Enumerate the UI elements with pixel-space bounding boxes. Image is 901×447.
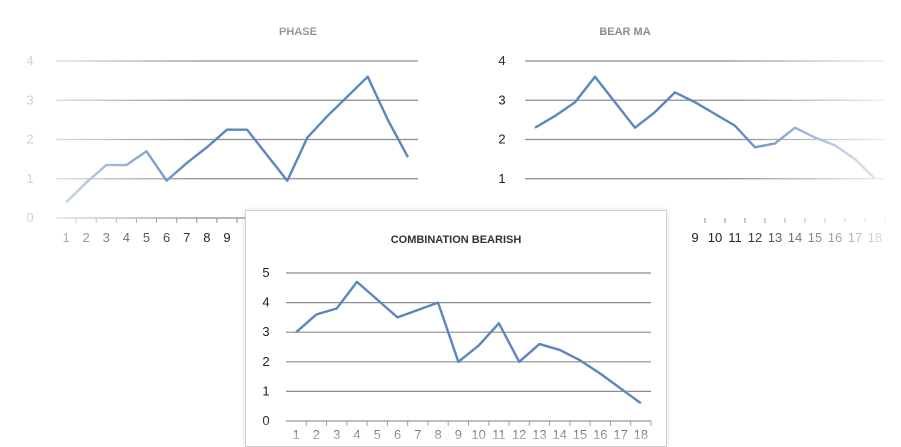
x-tick-label: 5	[374, 427, 381, 442]
x-tick-label: 17	[848, 230, 862, 245]
x-tick-label: 9	[691, 230, 698, 245]
x-tick-label: 9	[455, 427, 462, 442]
x-tick-label: 11	[492, 427, 506, 442]
chart-title: BEAR MA	[599, 26, 650, 38]
x-tick-label: 8	[203, 230, 210, 245]
y-tick-label: 4	[26, 53, 33, 68]
y-tick-label: 0	[262, 413, 269, 428]
y-tick-label: 1	[262, 383, 269, 398]
x-tick-label: 16	[828, 230, 842, 245]
y-tick-label: 3	[498, 92, 505, 107]
x-tick-label: 4	[123, 230, 130, 245]
y-tick-label: 2	[26, 132, 33, 147]
x-tick-label: 12	[512, 427, 526, 442]
x-tick-label: 8	[434, 427, 441, 442]
x-tick-label: 11	[728, 230, 742, 245]
x-tick-label: 6	[163, 230, 170, 245]
x-tick-label: 14	[788, 230, 802, 245]
x-tick-label: 7	[183, 230, 190, 245]
y-tick-label: 2	[498, 132, 505, 147]
x-tick-label: 18	[634, 427, 648, 442]
x-tick-label: 5	[143, 230, 150, 245]
x-tick-label: 17	[613, 427, 627, 442]
y-tick-label: 1	[498, 171, 505, 186]
chart-title: COMBINATION BEARISH	[391, 234, 522, 246]
x-tick-label: 10	[708, 230, 722, 245]
x-tick-label: 1	[62, 230, 69, 245]
x-tick-label: 1	[293, 427, 300, 442]
y-tick-label: 4	[498, 53, 505, 68]
x-tick-label: 9	[223, 230, 230, 245]
x-tick-label: 3	[103, 230, 110, 245]
x-tick-label: 15	[573, 427, 587, 442]
y-tick-label: 5	[262, 265, 269, 280]
series-line	[534, 75, 876, 180]
x-tick-label: 14	[553, 427, 567, 442]
x-tick-label: 15	[808, 230, 822, 245]
x-tick-label: 16	[593, 427, 607, 442]
y-tick-label: 3	[262, 324, 269, 339]
y-tick-label: 4	[262, 295, 269, 310]
y-tick-label: 0	[26, 210, 33, 225]
x-tick-label: 13	[768, 230, 782, 245]
y-tick-label: 1	[26, 171, 33, 186]
x-tick-label: 12	[748, 230, 762, 245]
x-tick-label: 6	[394, 427, 401, 442]
x-tick-label: 3	[333, 427, 340, 442]
x-tick-label: 18	[868, 230, 882, 245]
chart-panel-combination-bearish: COMBINATION BEARISH 0 1 2 3 4 5 1 2 3 4 5 6 7 8 9 10 11 12…	[245, 210, 667, 447]
x-tick-label: 7	[414, 427, 421, 442]
series-line	[295, 280, 642, 405]
x-tick-label: 2	[313, 427, 320, 442]
x-tick-label: 10	[471, 427, 485, 442]
x-tick-label: 2	[83, 230, 90, 245]
chart-title: PHASE	[279, 26, 317, 38]
y-tick-label: 2	[262, 354, 269, 369]
y-tick-label: 3	[26, 92, 33, 107]
x-tick-label: 4	[353, 427, 360, 442]
x-tick-label: 13	[532, 427, 546, 442]
